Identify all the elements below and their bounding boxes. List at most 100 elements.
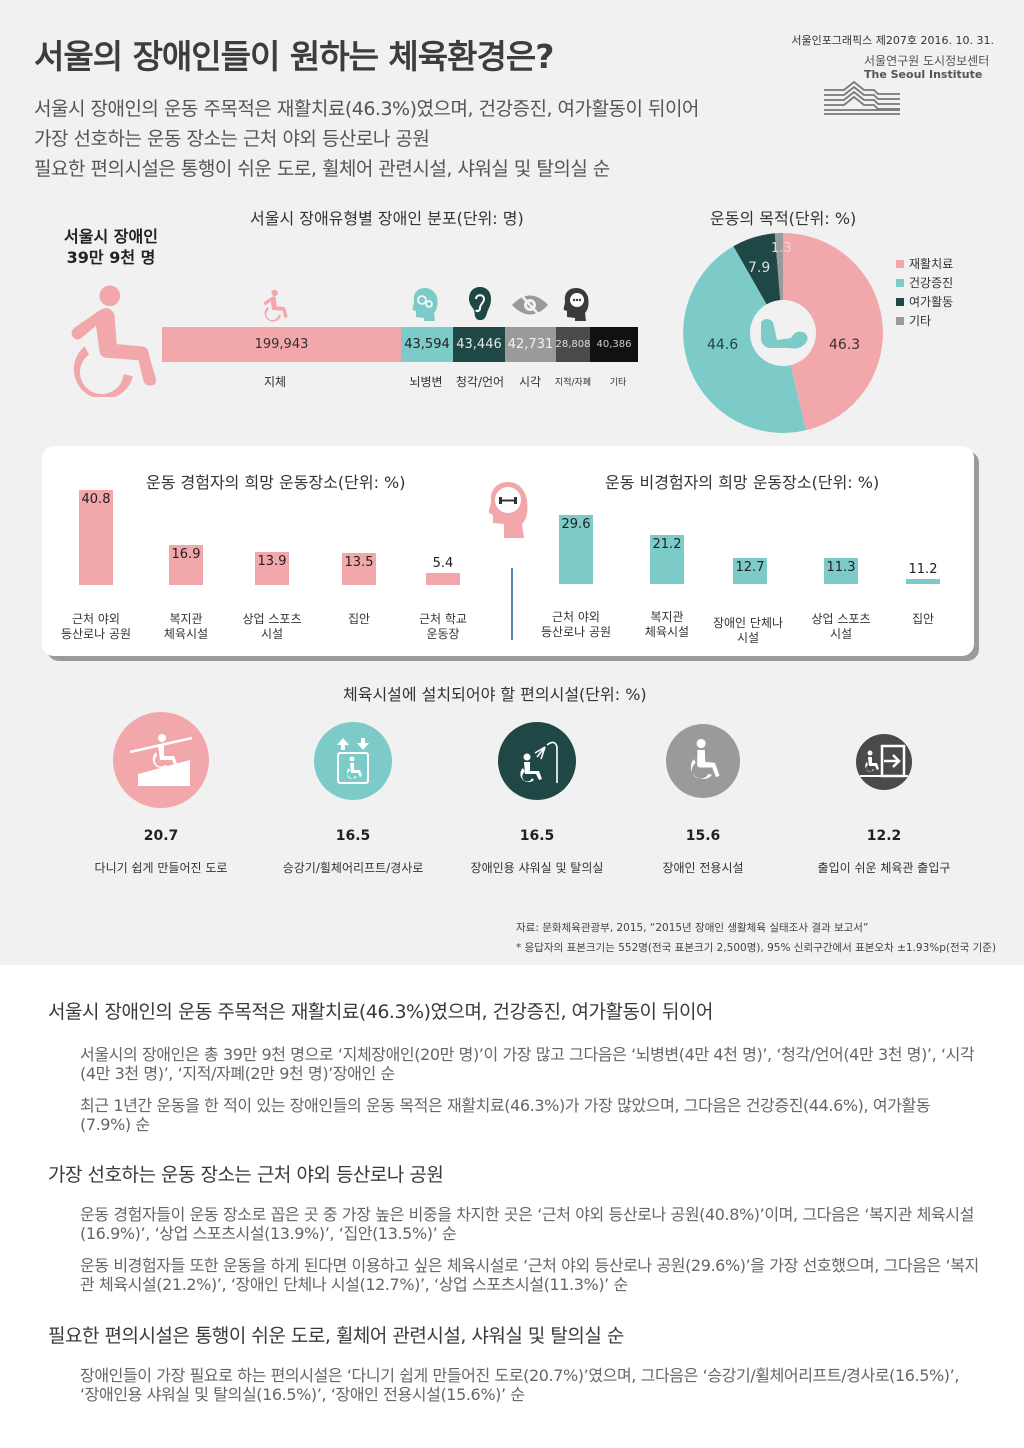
segment-label: 시각 xyxy=(518,375,542,389)
exp-bar-3: 13.9 xyxy=(255,552,289,585)
wheelchair-icon xyxy=(666,724,740,798)
nonexp-bar-5-value: 11.2 xyxy=(908,562,938,577)
purpose-donut-chart xyxy=(683,232,883,437)
facility-dedicated xyxy=(618,712,788,798)
headline-line-1: 서울시 장애인 xyxy=(64,227,158,246)
exp-bar-1: 40.8 xyxy=(79,490,113,585)
slice-label-rehab: 46.3 xyxy=(829,337,861,353)
facility-label: 장애인용 샤워실 및 탈의실 xyxy=(470,861,604,875)
summary-paragraph: 운동 경험자들이 운동 장소로 꼽은 곳 중 가장 높은 비중을 차지한 곳은 … xyxy=(80,1205,974,1243)
brain-gears-icon xyxy=(410,286,440,326)
nonexp-bar-label: 집안 xyxy=(911,612,935,626)
facility-value: 12.2 xyxy=(866,828,902,844)
subtitle-line-1: 서울시 장애인의 운동 주목적은 재활치료(46.3%)였으며, 건강증진, 여… xyxy=(34,98,699,120)
exp-bar-4: 13.5 xyxy=(342,553,376,585)
distribution-stacked-bar: 199,943 43,594 43,446 42,731 28,808 40,3… xyxy=(162,327,638,362)
subtitle-line-3: 필요한 편의시설은 통행이 쉬운 도로, 휠체어 관련시설, 샤워실 및 탈의실… xyxy=(34,158,610,180)
segment-vision: 42,731 xyxy=(505,327,556,362)
exit-door-icon xyxy=(856,734,912,790)
flexed-arm-icon xyxy=(755,316,811,356)
segment-label: 청각/언어 xyxy=(455,375,505,389)
purpose-legend: 재활치료 건강증진 여가활동 기타 xyxy=(896,254,953,330)
facility-label: 장애인 전용시설 xyxy=(662,861,744,875)
segment-physical: 199,943 xyxy=(162,327,401,362)
facility-road xyxy=(76,712,246,808)
nonexp-places-title: 운동 비경험자의 희망 운동장소(단위: %) xyxy=(605,473,880,492)
summary-paragraph: 최근 1년간 운동을 한 적이 있는 장애인들의 운동 목적은 재활치료(46.… xyxy=(80,1096,931,1134)
exp-bar-label: 근처 야외 등산로나 공원 xyxy=(60,612,132,641)
nonexp-bar-label: 상업 스포츠 시설 xyxy=(811,612,871,641)
source-citation: 자료: 문화체육관광부, 2015, “2015년 장애인 생활체육 실태조사 … xyxy=(516,922,869,934)
page-title: 서울의 장애인들이 원하는 체육환경은? xyxy=(34,37,554,76)
nonexp-bar-5 xyxy=(906,579,940,584)
legend-item-health: 건강증진 xyxy=(896,273,953,292)
total-disabled-headline: 서울시 장애인 39만 9천 명 xyxy=(46,226,176,268)
facility-value: 16.5 xyxy=(519,828,555,844)
seoul-institute-logo-icon xyxy=(822,80,902,120)
slice-label-health: 44.6 xyxy=(707,337,739,353)
exp-bar-label: 집안 xyxy=(347,612,371,626)
nonexp-bar-4: 11.3 xyxy=(824,558,858,584)
summary-paragraph: 장애인들이 가장 필요로 하는 편의시설은 ‘다니기 쉽게 만들어진 도로(20… xyxy=(80,1366,960,1404)
slice-label-other: 1.3 xyxy=(771,241,792,256)
head-dumbbell-icon xyxy=(486,480,530,544)
org-name-en: The Seoul Institute xyxy=(864,68,983,81)
nonexp-bar-3: 12.7 xyxy=(733,558,767,584)
exp-bar-5-value: 5.4 xyxy=(432,556,454,571)
facility-label: 다니기 쉽게 만들어진 도로 xyxy=(94,861,228,875)
exp-places-title: 운동 경험자의 희망 운동장소(단위: %) xyxy=(146,473,406,492)
segment-hearing-speech: 43,446 xyxy=(453,327,505,362)
nonexp-bar-label: 복지관 체육시설 xyxy=(644,610,690,639)
facility-shower xyxy=(452,712,622,800)
source-note: 자료: 문화체육관광부, 2015, “2015년 장애인 생활체육 실태조사 … xyxy=(516,918,996,958)
segment-label: 지적/자폐 xyxy=(554,378,592,388)
segment-brain-lesion: 43,594 xyxy=(401,327,453,362)
summary-paragraph: 서울시의 장애인은 총 39만 9천 명으로 ‘지체장애인(20만 명)’이 가… xyxy=(80,1045,975,1083)
facility-label: 출입이 쉬운 체육관 출입구 xyxy=(817,861,951,875)
wheelchair-icon xyxy=(50,282,165,401)
exp-bar-5 xyxy=(426,573,460,585)
elevator-icon xyxy=(314,722,392,800)
wheelchair-ramp-icon xyxy=(113,712,209,808)
nonexp-bar-1: 29.6 xyxy=(559,515,593,584)
facilities-title: 체육시설에 설치되어야 할 편의시설(단위: %) xyxy=(343,685,647,704)
legend-item-other: 기타 xyxy=(896,311,953,330)
summary-heading-3: 필요한 편의시설은 통행이 쉬운 도로, 휠체어 관련시설, 샤워실 및 탈의실… xyxy=(48,1325,624,1347)
segment-intellectual-autism: 28,808 xyxy=(556,327,590,362)
summary-paragraph: 운동 비경험자들 또한 운동을 하게 된다면 이용하고 싶은 체육시설로 ‘근처… xyxy=(80,1256,979,1294)
head-speech-icon xyxy=(562,286,590,326)
facility-value: 15.6 xyxy=(685,828,721,844)
ear-icon xyxy=(468,286,492,326)
eye-slash-icon xyxy=(510,292,550,322)
facility-entrance xyxy=(799,712,969,790)
nonexp-bar-2: 21.2 xyxy=(650,535,684,584)
purpose-title: 운동의 목적(단위: %) xyxy=(710,209,857,228)
segment-label: 뇌병변 xyxy=(409,375,443,389)
section-divider xyxy=(511,568,513,640)
segment-label: 기타 xyxy=(609,378,627,388)
segment-other: 40,386 xyxy=(590,327,638,362)
wheelchair-icon xyxy=(258,288,290,326)
distribution-title: 서울시 장애유형별 장애인 분포(단위: 명) xyxy=(250,209,524,228)
exp-bar-label: 복지관 체육시설 xyxy=(163,612,209,641)
issue-number: 서울인포그래픽스 제207호 2016. 10. 31. xyxy=(791,34,994,47)
slice-label-leisure: 7.9 xyxy=(748,260,771,276)
org-name-kr: 서울연구원 도시정보센터 xyxy=(864,54,990,68)
facility-label: 승강기/휠체어리프트/경사로 xyxy=(282,861,424,875)
facility-elevator xyxy=(268,712,438,800)
legend-item-rehab: 재활치료 xyxy=(896,254,953,273)
segment-label: 지체 xyxy=(263,375,287,389)
exp-bar-2: 16.9 xyxy=(169,545,203,585)
summary-heading-1: 서울시 장애인의 운동 주목적은 재활치료(46.3%)였으며, 건강증진, 여… xyxy=(48,1001,713,1023)
facility-value: 16.5 xyxy=(335,828,371,844)
exp-bar-label: 상업 스포츠 시설 xyxy=(242,612,302,641)
exp-bar-label: 근처 학교 운동장 xyxy=(419,612,467,641)
nonexp-bar-label: 장애인 단체나 시설 xyxy=(712,616,784,645)
headline-line-2: 39만 9천 명 xyxy=(66,248,156,267)
nonexp-bar-label: 근처 야외 등산로나 공원 xyxy=(540,610,612,639)
shower-icon xyxy=(498,722,576,800)
subtitle-line-2: 가장 선호하는 운동 장소는 근처 야외 등산로나 공원 xyxy=(34,128,430,150)
sample-size-note: * 응답자의 표본크기는 552명(전국 표본크기 2,500명), 95% 신… xyxy=(516,942,997,954)
summary-heading-2: 가장 선호하는 운동 장소는 근처 야외 등산로나 공원 xyxy=(48,1164,444,1186)
facility-value: 20.7 xyxy=(143,828,179,844)
